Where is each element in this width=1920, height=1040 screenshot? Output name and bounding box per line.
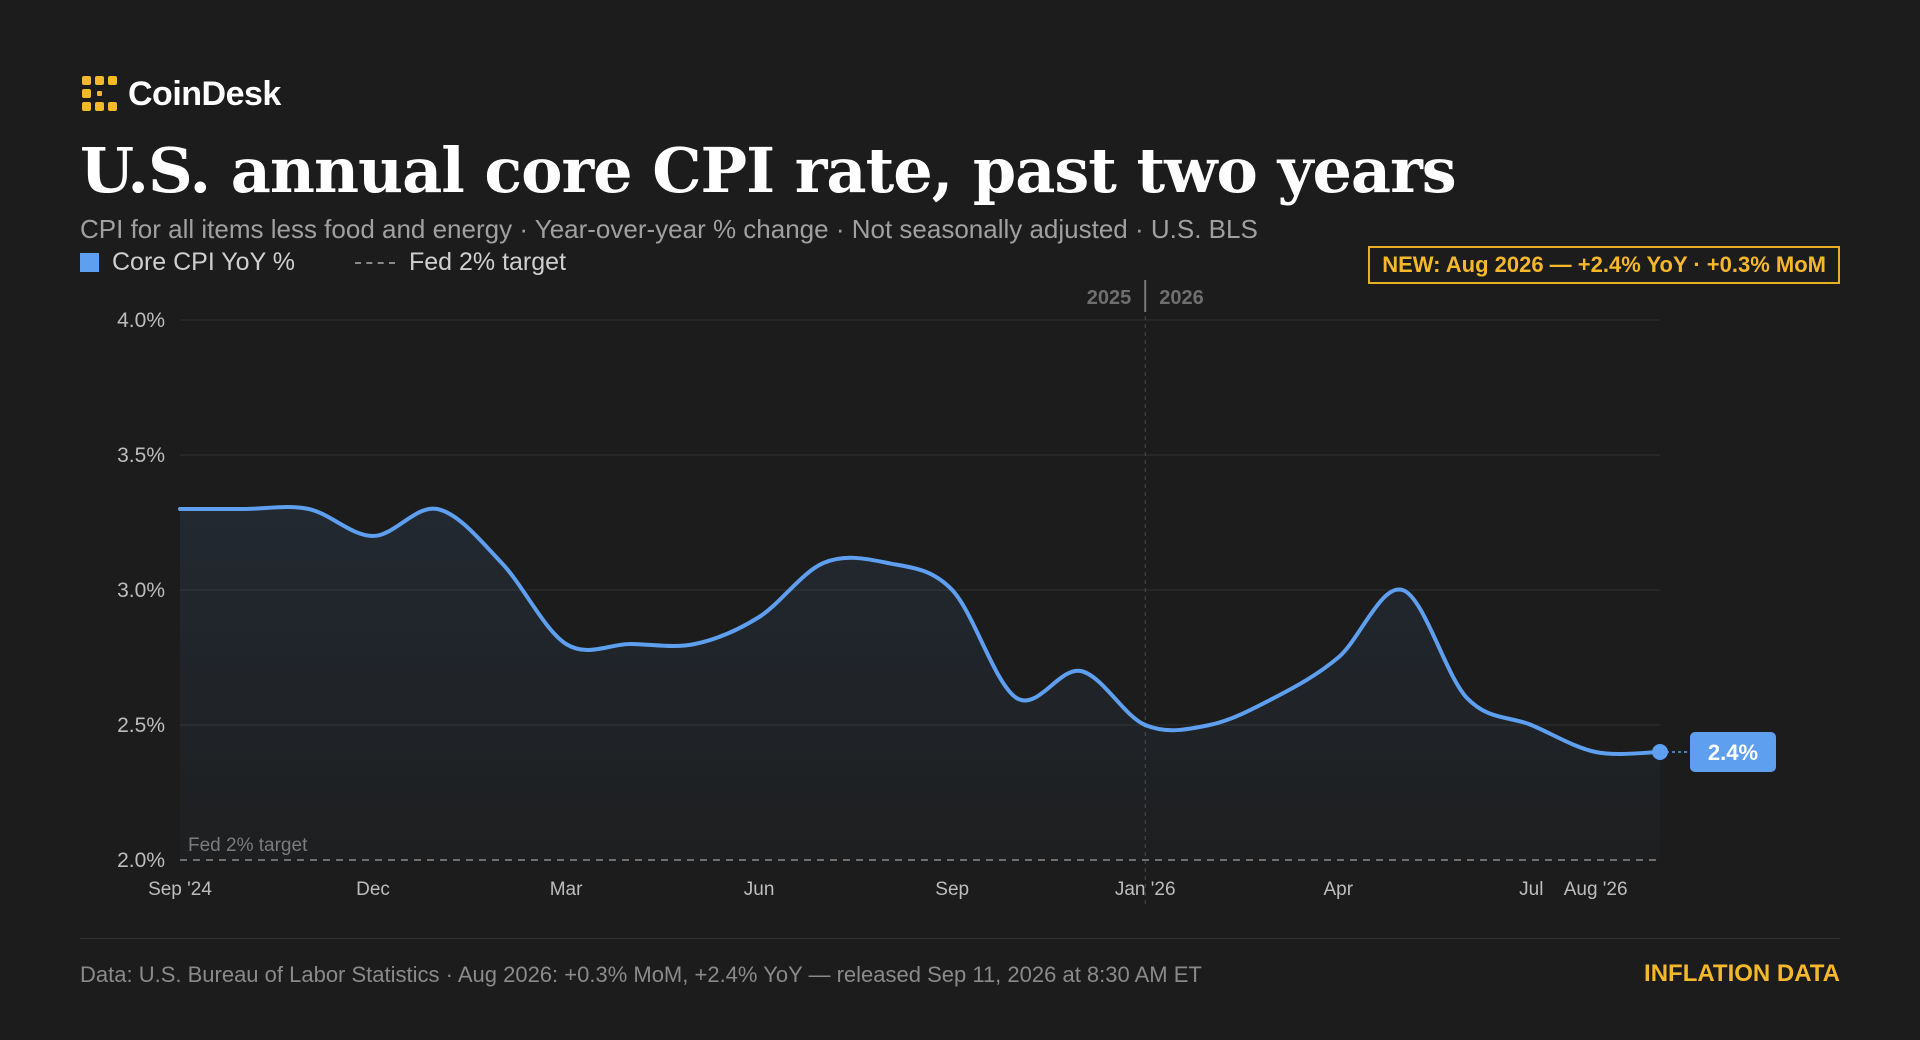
year-label-left: 2025	[1087, 287, 1132, 309]
end-value-label-bg	[1690, 732, 1776, 772]
x-tick-label: Apr	[1323, 879, 1353, 900]
legend-swatch	[80, 253, 99, 272]
y-tick-label: 3.5%	[117, 444, 165, 467]
legend-dash-icon	[354, 261, 395, 264]
x-tick-label: Dec	[356, 879, 390, 900]
page-title: U.S. annual core CPI rate, past two year…	[80, 134, 1457, 207]
series-line-core-cpi	[178, 505, 1662, 756]
chart-legend: Core CPI YoY % Fed 2% target	[80, 248, 566, 277]
brand-logo: CoinDesk	[80, 74, 281, 114]
new-release-badge: NEW: Aug 2026 — +2.4% YoY · +0.3% MoM	[1368, 246, 1840, 284]
brand-name: CoinDesk	[128, 74, 281, 113]
y-tick-label: 3.0%	[117, 579, 165, 602]
end-value-label: 2.4%	[1708, 740, 1758, 765]
fed-target-label: Fed 2% target	[188, 835, 308, 856]
cpi-line-chart: 2.0% 2.5% 3.0% 3.5% 4.0% 2025 2026 Fed 2% targe…	[117, 280, 1776, 905]
x-tick-label: Mar	[550, 879, 583, 900]
footer-source-note: Data: U.S. Bureau of Labor Statistics · …	[80, 962, 1202, 987]
x-tick-label: Jun	[744, 879, 775, 900]
x-tick-label: Jan '26	[1115, 879, 1176, 900]
footer-divider	[80, 938, 1840, 939]
x-tick-label: Sep '24	[148, 879, 212, 900]
series-area-fill	[180, 507, 1660, 860]
y-tick-label: 2.5%	[117, 714, 165, 737]
x-tick-label: Sep	[935, 879, 969, 900]
year-label-right: 2026	[1159, 287, 1204, 309]
footer-category-tag: INFLATION DATA	[1644, 960, 1840, 987]
legend-series-label: Core CPI YoY %	[112, 248, 295, 276]
y-tick-label: 2.0%	[117, 849, 165, 872]
end-point-marker	[1652, 744, 1668, 760]
legend-target-label: Fed 2% target	[408, 248, 567, 276]
x-tick-label: Aug '26	[1564, 879, 1628, 900]
coindesk-logo-icon	[82, 76, 117, 111]
page-subtitle: CPI for all items less food and energy ·…	[80, 214, 1258, 244]
x-tick-label: Jul	[1519, 879, 1543, 900]
y-tick-label: 4.0%	[117, 309, 165, 332]
